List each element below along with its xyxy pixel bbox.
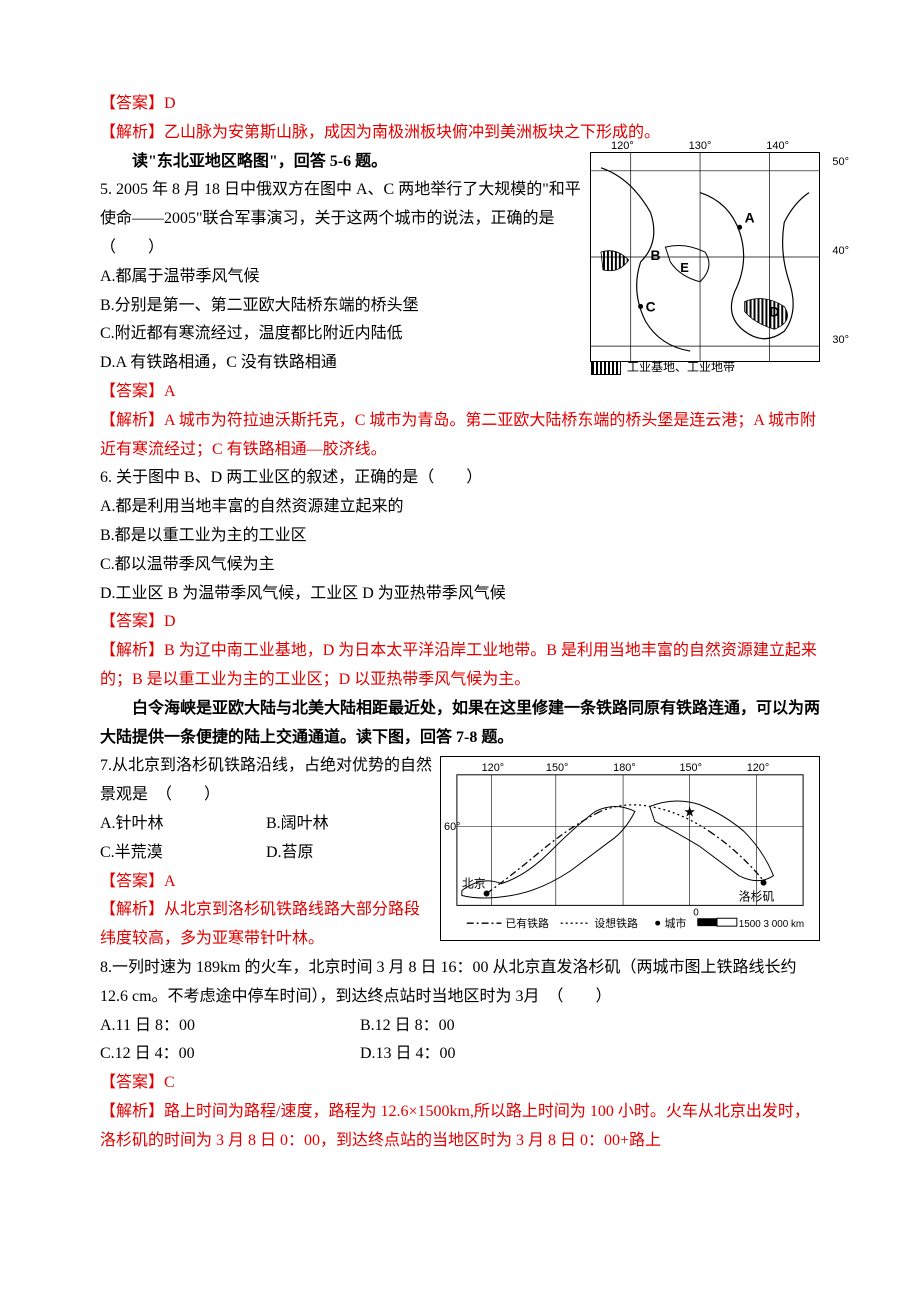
- answer-6: 【答案】D: [100, 608, 820, 637]
- svg-text:B: B: [651, 247, 661, 263]
- svg-text:150°: 150°: [679, 762, 702, 774]
- svg-text:★: ★: [683, 804, 695, 820]
- svg-text:E: E: [680, 259, 689, 274]
- q7-opt-a: A.针叶林: [100, 810, 266, 839]
- svg-text:180°: 180°: [613, 762, 636, 774]
- q6-opt-a: A.都是利用当地丰富的自然资源建立起来的: [100, 493, 820, 522]
- q6-opt-b: B.都是以重工业为主的工业区: [100, 522, 820, 551]
- map-bering-strait: 120° 150° 180° 150° 120° 60° 北京 洛杉矶 ★ 已有…: [440, 756, 820, 941]
- q6-opt-d: D.工业区 B 为温带季风气候，工业区 D 为亚热带季风气候: [100, 580, 820, 609]
- answer-5: 【答案】A: [100, 378, 820, 407]
- svg-text:0: 0: [693, 908, 699, 919]
- q8-opt-d: D.13 日 4：00: [360, 1040, 456, 1069]
- q6-stem: 6. 关于图中 B、D 两工业区的叙述，正确的是（ ）: [100, 464, 820, 493]
- lat-label: 40°: [832, 242, 849, 262]
- lat-label: 50°: [832, 153, 849, 173]
- q8-opt-a: A.11 日 8：00: [100, 1012, 360, 1041]
- q8-stem: 8.一列时速为 189km 的火车，北京时间 3 月 8 日 16：00 从北京…: [100, 954, 820, 1012]
- q7-opt-d: D.苔原: [266, 839, 432, 868]
- svg-text:120°: 120°: [482, 762, 505, 774]
- q6-opt-c: C.都以温带季风气候为主: [100, 551, 820, 580]
- q8-opt-c: C.12 日 4：00: [100, 1040, 360, 1069]
- q7-opt-b: B.阔叶林: [266, 810, 432, 839]
- svg-text:60°: 60°: [444, 822, 460, 834]
- svg-text:C: C: [646, 298, 656, 314]
- map-bering-svg: 120° 150° 180° 150° 120° 60° 北京 洛杉矶 ★ 已有…: [441, 757, 819, 940]
- explanation-8: 【解析】路上时间为路程/速度，路程为 12.6×1500km,所以路上时间为 1…: [100, 1098, 820, 1156]
- q7-opt-c: C.半荒漠: [100, 839, 266, 868]
- legend-hatch-icon: [591, 361, 621, 375]
- map-ne-svg: A B C D E: [591, 153, 819, 361]
- svg-text:120°: 120°: [747, 762, 770, 774]
- svg-text:北京: 北京: [462, 877, 486, 891]
- svg-text:1500 3 000 km: 1500 3 000 km: [739, 919, 804, 930]
- explanation-6: 【解析】B 为辽中南工业基地，D 为日本太平洋沿岸工业地带。B 是利用当地丰富的…: [100, 637, 820, 695]
- lon-label: 140°: [766, 137, 789, 157]
- answer-4: 【答案】D: [100, 90, 820, 119]
- svg-text:150°: 150°: [546, 762, 569, 774]
- map-northeast-asia: 120° 130° 140° 50° 40° 30° A B C D E: [590, 152, 820, 362]
- svg-text:设想铁路: 设想铁路: [594, 916, 638, 930]
- lon-label: 120°: [611, 137, 634, 157]
- q8-opt-b: B.12 日 8：00: [360, 1012, 455, 1041]
- legend-text: 工业基地、工业地带: [627, 357, 735, 379]
- explanation-5: 【解析】A 城市为符拉迪沃斯托克，C 城市为青岛。第二亚欧大陆桥东端的桥头堡是连…: [100, 407, 820, 465]
- svg-text:A: A: [745, 209, 755, 225]
- svg-text:D: D: [769, 303, 779, 319]
- svg-text:洛杉矶: 洛杉矶: [739, 890, 775, 904]
- svg-text:城市: 城市: [665, 916, 687, 930]
- intro-7-8: 白令海峡是亚欧大陆与北美大陆相距最近处，如果在这里修建一条铁路同原有铁路连通，可…: [100, 695, 820, 753]
- lon-label: 130°: [689, 137, 712, 157]
- svg-text:已有铁路: 已有铁路: [505, 916, 549, 930]
- lat-label: 30°: [832, 331, 849, 351]
- answer-8: 【答案】C: [100, 1069, 820, 1098]
